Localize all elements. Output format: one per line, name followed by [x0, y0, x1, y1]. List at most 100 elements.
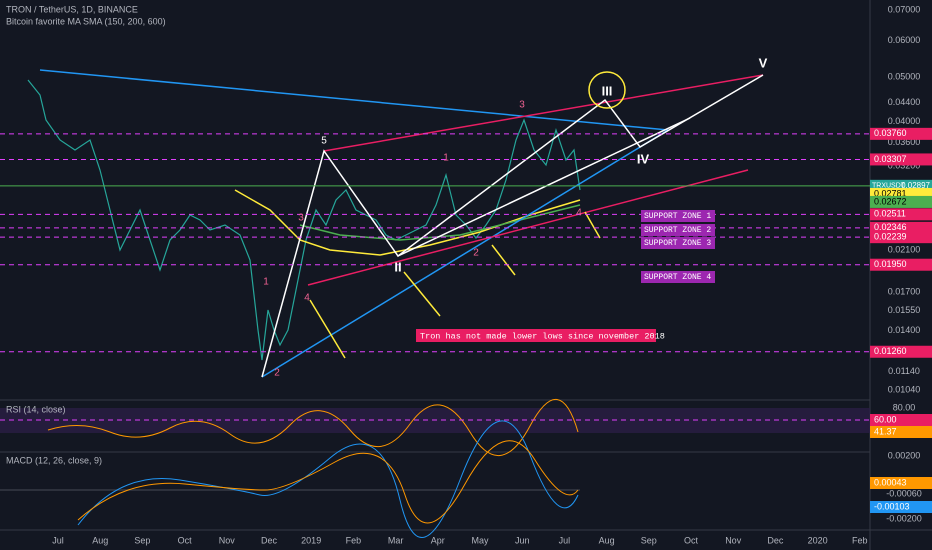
signal-line — [77, 440, 579, 524]
price-tag-label: 41.37 — [874, 426, 897, 436]
zone-box — [641, 224, 715, 236]
price-tag — [870, 258, 932, 271]
price-tag — [870, 477, 932, 489]
price-tag-label: TRXUSDT — [872, 183, 906, 190]
price-tag — [870, 195, 932, 208]
time-label: Dec — [261, 535, 278, 545]
price-tag — [870, 414, 932, 426]
zone-box — [641, 271, 715, 283]
zone-label: SUPPORT ZONE 4 — [644, 273, 711, 282]
price-tag — [870, 345, 932, 358]
wave-line — [397, 117, 691, 257]
wave-label: IV — [637, 151, 650, 166]
time-label: 2019 — [301, 535, 321, 545]
time-label: Dec — [767, 535, 784, 545]
ma-line — [234, 189, 581, 256]
price-label: 0.03600 — [888, 137, 921, 147]
time-label: Aug — [92, 535, 108, 545]
price-label: 0.01550 — [888, 305, 921, 315]
price-tag — [870, 153, 932, 166]
zone-box — [641, 210, 715, 222]
time-label: Feb — [852, 535, 868, 545]
wave-label: 1 — [263, 277, 269, 288]
time-label: Mar — [388, 535, 404, 545]
time-label: May — [471, 535, 489, 545]
price-tag-label: 0.03760 — [874, 128, 907, 138]
wave-label: 4 — [576, 208, 582, 219]
price-label: 0.01700 — [888, 286, 921, 296]
time-label: Jul — [559, 535, 571, 545]
price-tag — [870, 231, 932, 244]
price-tag — [870, 501, 932, 513]
channel-line — [323, 74, 764, 152]
time-label: Jul — [52, 535, 64, 545]
zone-label: SUPPORT ZONE 1 — [644, 212, 711, 221]
wave-label: 1 — [443, 153, 449, 164]
price-tag-label: 0.01950 — [874, 259, 907, 269]
wave-label: II — [394, 259, 401, 274]
price-label: 0.04000 — [888, 116, 921, 126]
wave-label: 3 — [519, 100, 525, 111]
note: Tron has not made lower lows since novem… — [420, 331, 665, 341]
price-tag — [870, 208, 932, 221]
price-tag-label: 60.00 — [874, 414, 897, 424]
time-label: Feb — [346, 535, 362, 545]
price-label: 0.01140 — [888, 366, 920, 376]
time-label: 2020 — [808, 535, 828, 545]
price-label: 0.05000 — [888, 71, 921, 81]
wave-label: 5 — [321, 136, 327, 147]
wave-label: III — [602, 83, 613, 98]
time-label: Sep — [641, 535, 657, 545]
macd-axis-label: -0.00200 — [886, 513, 922, 523]
arrow — [403, 271, 441, 317]
wave-label: 2 — [473, 248, 479, 259]
price-tag-label: 0.02672 — [874, 196, 907, 206]
note-box — [416, 329, 656, 342]
wave-label: 2 — [274, 368, 280, 379]
price-tag-label: 0.02346 — [874, 222, 907, 232]
wave-label: 4 — [304, 293, 310, 304]
trendline — [261, 129, 669, 378]
arrow — [491, 244, 516, 276]
price-label: 0.02100 — [888, 244, 921, 254]
price-label: 0.01400 — [888, 325, 921, 335]
price-tag-label: -0.00103 — [874, 501, 910, 511]
rsi-title: RSI (14, close) — [6, 404, 66, 414]
time-label: Oct — [684, 535, 699, 545]
price-tag — [870, 221, 932, 234]
price-tag-label: 0.00043 — [874, 477, 907, 487]
macd-title: MACD (12, 26, close, 9) — [6, 455, 102, 465]
time-label: Nov — [725, 535, 742, 545]
rsi-axis-label: 80.00 — [893, 402, 916, 412]
zone-label: SUPPORT ZONE 2 — [644, 226, 711, 235]
price-label: 0.01040 — [888, 384, 921, 394]
price-tag-label: 0.02511 — [874, 209, 906, 219]
wave-line — [261, 74, 764, 378]
time-label: Apr — [431, 535, 445, 545]
zone-box — [641, 237, 715, 249]
drawings — [0, 69, 764, 538]
time-label: Sep — [134, 535, 150, 545]
price-tag-label: 0.02239 — [874, 232, 907, 242]
price-label: 0.04400 — [888, 97, 921, 107]
price-tag — [870, 426, 932, 438]
price-tag-label: 0.01260 — [874, 346, 907, 356]
arrow — [309, 299, 346, 359]
channel-line — [307, 169, 749, 286]
rsi-line — [47, 398, 579, 457]
highlight-circle — [588, 71, 626, 109]
ma-line — [299, 204, 581, 241]
macd-axis-label: -0.00060 — [886, 488, 922, 498]
wave-label: V — [759, 55, 768, 70]
arrow — [584, 211, 601, 239]
time-label: Jun — [515, 535, 530, 545]
price-tag-label: 0.02781 — [874, 188, 907, 198]
price-label: 0.06000 — [888, 35, 921, 45]
price-line — [27, 79, 581, 361]
arrows — [309, 211, 601, 359]
wave-label: 3 — [298, 213, 304, 224]
zone-label: SUPPORT ZONE 3 — [644, 239, 711, 248]
time-label: Nov — [219, 535, 236, 545]
